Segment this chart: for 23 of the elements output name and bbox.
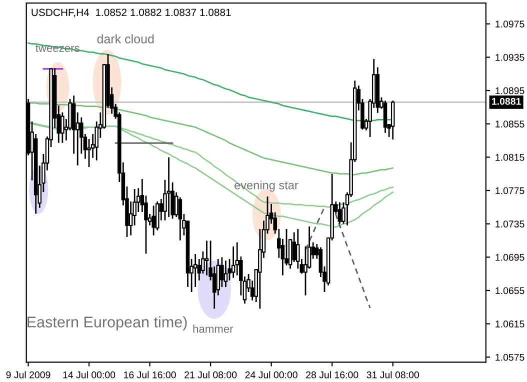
x-tick-label: 16 Jul 16:00 bbox=[124, 371, 176, 378]
x-tick-label: 24 Jul 00:00 bbox=[245, 371, 298, 378]
x-tick-label: 14 Jul 00:00 bbox=[63, 371, 116, 378]
y-tick-label: 1.0935 bbox=[496, 54, 524, 61]
x-tick-label: 31 Jul 08:00 bbox=[366, 371, 419, 378]
y-tick-label: 1.0775 bbox=[496, 187, 524, 194]
y-tick-label: 1.0575 bbox=[496, 354, 524, 361]
annotation: hammer bbox=[193, 324, 234, 333]
y-tick-label: 1.0815 bbox=[496, 154, 524, 161]
x-tick-label: 9 Jul 2009 bbox=[6, 371, 50, 378]
annotation: Eastern European time) bbox=[28, 316, 187, 330]
annotation: dark cloud bbox=[97, 34, 154, 44]
y-tick-label: 1.0655 bbox=[496, 287, 524, 294]
y-tick-label: 1.0975 bbox=[496, 20, 524, 28]
y-tick-label: 1.0695 bbox=[496, 254, 524, 261]
y-tick-label: 1.0895 bbox=[496, 87, 524, 94]
y-tick-label: 1.0615 bbox=[496, 320, 524, 328]
ref-line-label: 1.0881 bbox=[492, 98, 521, 105]
y-tick-label: 1.0855 bbox=[496, 120, 524, 128]
y-tick-label: 1.0735 bbox=[496, 220, 524, 228]
x-tick-label: 21 Jul 08:00 bbox=[184, 371, 237, 378]
chart-title: USDCHF,H4 1.0852 1.0882 1.0837 1.0881 bbox=[32, 8, 231, 18]
x-tick-label: 28 Jul 16:00 bbox=[306, 371, 358, 378]
